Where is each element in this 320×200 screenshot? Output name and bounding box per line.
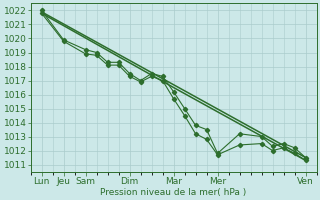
X-axis label: Pression niveau de la mer( hPa ): Pression niveau de la mer( hPa ) — [100, 188, 247, 197]
